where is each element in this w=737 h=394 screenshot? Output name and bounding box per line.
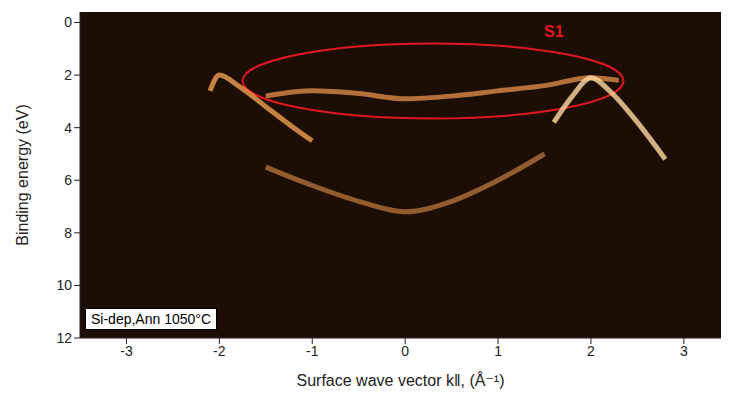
svg-text:1: 1: [494, 343, 502, 359]
html-text:Si-dep,Ann 1050°C: Si-dep,Ann 1050°C: [91, 311, 211, 327]
svg-text:2: 2: [64, 67, 72, 83]
svg-text:Surface wave vector k‖, (Å⁻¹): Surface wave vector k‖, (Å⁻¹): [297, 371, 505, 389]
svg-text:6: 6: [64, 172, 72, 188]
svg-text:0: 0: [401, 343, 409, 359]
svg-text:12: 12: [56, 330, 72, 346]
svg-text:-3: -3: [120, 343, 133, 359]
svg-text:0: 0: [64, 14, 72, 30]
svg-text:2: 2: [587, 343, 595, 359]
svg-text:Binding energy (eV): Binding energy (eV): [14, 104, 31, 245]
svg-text:-2: -2: [213, 343, 226, 359]
svg-text:S1: S1: [544, 23, 564, 40]
svg-text:8: 8: [64, 225, 72, 241]
svg-text:4: 4: [64, 120, 72, 136]
svg-text:3: 3: [680, 343, 688, 359]
svg-text:10: 10: [56, 277, 72, 293]
svg-text:-1: -1: [306, 343, 319, 359]
